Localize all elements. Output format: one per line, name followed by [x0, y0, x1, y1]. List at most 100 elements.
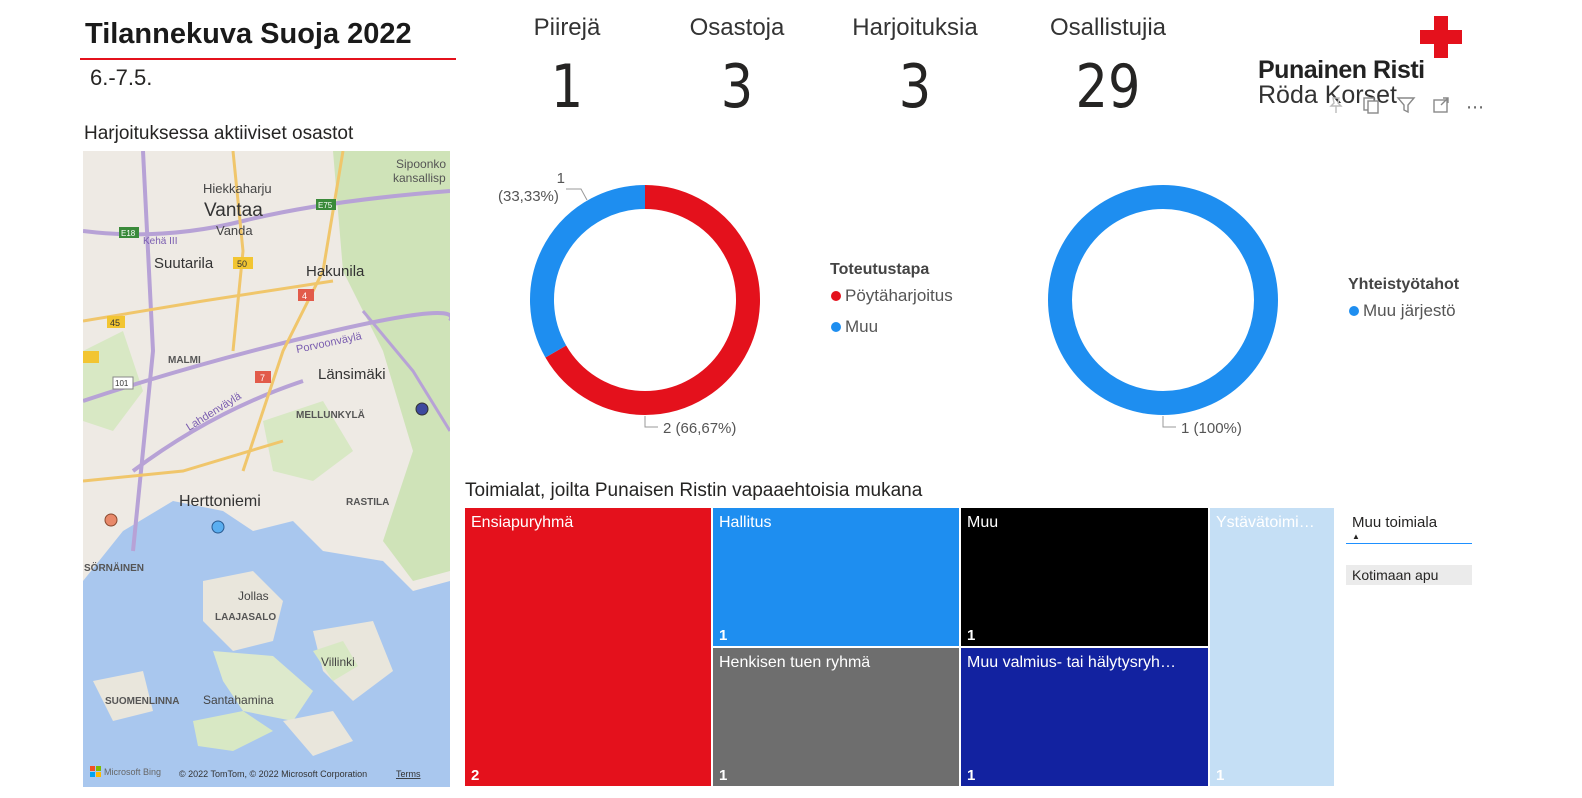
kpi-label: Piirejä: [533, 14, 601, 41]
kpi-value: 29: [1075, 52, 1141, 122]
legend-label: Pöytäharjoitus: [845, 286, 953, 305]
kpi-label: Harjoituksia: [852, 14, 978, 41]
microsoft-logo-icon-part: [96, 766, 101, 771]
kpi-card-piireja: Piirejä 1: [477, 14, 657, 122]
map-place-label: RASTILA: [346, 497, 389, 508]
tile-value: 1: [719, 767, 728, 784]
leader-line: [644, 416, 658, 428]
treemap-tile-henkisen-tuen-ryhma[interactable]: Henkisen tuen ryhmä 1: [713, 648, 959, 786]
slicer-item[interactable]: Kotimaan apu: [1346, 565, 1472, 585]
donut-label: 1 (100%): [1181, 420, 1242, 437]
tile-label: Hallitus: [719, 514, 772, 531]
slicer-header[interactable]: Muu toimiala ▲: [1346, 508, 1472, 544]
page-title: Tilannekuva Suoja 2022: [85, 18, 412, 50]
road-shield: [316, 199, 336, 210]
microsoft-logo-icon-part: [96, 772, 101, 777]
kpi-label: Osastoja: [689, 14, 785, 41]
legend-item-muu-jarjesto[interactable]: Muu järjestö: [1349, 301, 1456, 321]
kpi-card-osastoja: Osastoja 3: [647, 14, 827, 122]
kpi-card-osallistujia: Osallistujia 29: [1018, 14, 1198, 122]
copy-icon[interactable]: [1359, 95, 1383, 119]
red-cross-icon-bar: [1420, 30, 1462, 44]
donut-slice[interactable]: [530, 185, 646, 358]
tile-value: 1: [967, 767, 976, 784]
focus-mode-icon[interactable]: [1429, 95, 1453, 119]
map-place-label: Hiekkaharju: [203, 181, 272, 196]
treemap-tile-hallitus[interactable]: Hallitus 1: [713, 508, 959, 646]
map-marker[interactable]: [104, 513, 118, 527]
kpi-label: Osallistujia: [1049, 14, 1167, 41]
map-road-label: E18: [121, 229, 136, 238]
donut-label-pct: (33,33%): [498, 188, 559, 205]
microsoft-logo-icon: [90, 766, 95, 771]
map-visual[interactable]: Hiekkaharju Vantaa Vanda Suutarila Hakun…: [83, 151, 450, 787]
treemap-tile-muu[interactable]: Muu 1: [961, 508, 1208, 646]
tile-value: 1: [967, 627, 976, 644]
legend-title: Toteutustapa: [830, 261, 930, 278]
legend-item-poytaharjoitus[interactable]: Pöytäharjoitus: [831, 286, 953, 306]
map-place-label: Jollas: [238, 589, 269, 603]
map-road-label: 50: [237, 259, 247, 269]
map-attribution: © 2022 TomTom, © 2022 Microsoft Corporat…: [179, 769, 367, 779]
tile-label: Ystävätoimi…: [1216, 514, 1315, 531]
treemap-tile-muu-valmius[interactable]: Muu valmius- tai hälytysryh… 1: [961, 648, 1208, 786]
sort-caret-icon[interactable]: ▲: [1352, 532, 1360, 541]
donut-chart-toteutustapa[interactable]: [520, 175, 770, 425]
map-canvas[interactable]: Hiekkaharju Vantaa Vanda Suutarila Hakun…: [83, 151, 450, 787]
treemap-tile-ensiapuryhma[interactable]: Ensiapuryhmä 2: [465, 508, 711, 786]
map-road-label: E75: [318, 201, 333, 210]
kpi-value: 1: [550, 52, 584, 122]
road-shield: [233, 257, 253, 269]
donut-chart-yhteistyotahot[interactable]: [1038, 175, 1288, 425]
kpi-value: 3: [898, 52, 932, 122]
slicer-title: Muu toimiala: [1352, 514, 1438, 531]
road-shield: [298, 289, 314, 301]
map-place-label: Suutarila: [154, 255, 214, 272]
kpi-value: 3: [720, 52, 754, 122]
legend-title: Yhteistyötahot: [1348, 276, 1460, 293]
map-place-label: MALMI: [168, 355, 201, 366]
map-place-label: Vanda: [216, 223, 253, 238]
date-range: 6.-7.5.: [90, 65, 153, 90]
pin-icon[interactable]: [1324, 95, 1348, 119]
donut-slices[interactable]: [1048, 185, 1278, 415]
map-place-label: SÖRNÄINEN: [84, 561, 144, 574]
road-shield: [107, 316, 125, 328]
treemap-title: Toimialat, joilta Punaisen Ristin vapaae…: [465, 480, 923, 501]
donut-slice[interactable]: [545, 185, 760, 415]
map-place-label: LAAJASALO: [215, 612, 276, 623]
legend-dot: [1349, 306, 1359, 316]
treemap-tile-ystavatoimi[interactable]: Ystävätoimi… 1: [1210, 508, 1334, 786]
legend-dot: [831, 291, 841, 301]
map-place-label: Herttoniemi: [179, 493, 261, 510]
legend-dot: [831, 322, 841, 332]
map-marker[interactable]: [211, 520, 225, 534]
donut-slices[interactable]: [530, 185, 760, 415]
legend-label: Muu: [845, 317, 879, 336]
legend-item-muu[interactable]: Muu: [831, 317, 878, 337]
leader-line: [566, 188, 588, 201]
tile-value: 2: [471, 767, 480, 784]
map-brand: Microsoft Bing: [104, 767, 161, 777]
treemap[interactable]: Ensiapuryhmä 2 Hallitus 1 Muu 1 Henkisen…: [465, 508, 1334, 786]
road-shield: [255, 371, 271, 383]
more-options-icon[interactable]: ⋯: [1466, 97, 1484, 117]
donut-slice[interactable]: [1048, 185, 1278, 415]
logo-text-fi: Punainen Risti: [1258, 56, 1425, 84]
map-place-label: Villinki: [321, 655, 355, 669]
tile-label: Muu valmius- tai hälytysryh…: [967, 654, 1176, 671]
tile-value: 1: [719, 627, 728, 644]
map-road-label: 101: [115, 379, 129, 388]
map-place-label: Hakunila: [306, 263, 365, 280]
filter-icon[interactable]: [1394, 95, 1418, 119]
map-place-label: MELLUNKYLÄ: [296, 408, 365, 421]
map-place-label: kansallisp: [393, 171, 446, 185]
kpi-card-harjoituksia: Harjoituksia 3: [825, 14, 1005, 122]
map-terms-link[interactable]: Terms: [396, 769, 421, 779]
map-marker[interactable]: [415, 402, 429, 416]
tile-label: Henkisen tuen ryhmä: [719, 654, 871, 671]
map-road-label: Kehä III: [143, 236, 177, 247]
map-road-label: 4: [302, 291, 307, 301]
map-place-label: Sipoonko: [396, 157, 446, 171]
logo-text-sv: Röda Korset: [1258, 81, 1397, 103]
